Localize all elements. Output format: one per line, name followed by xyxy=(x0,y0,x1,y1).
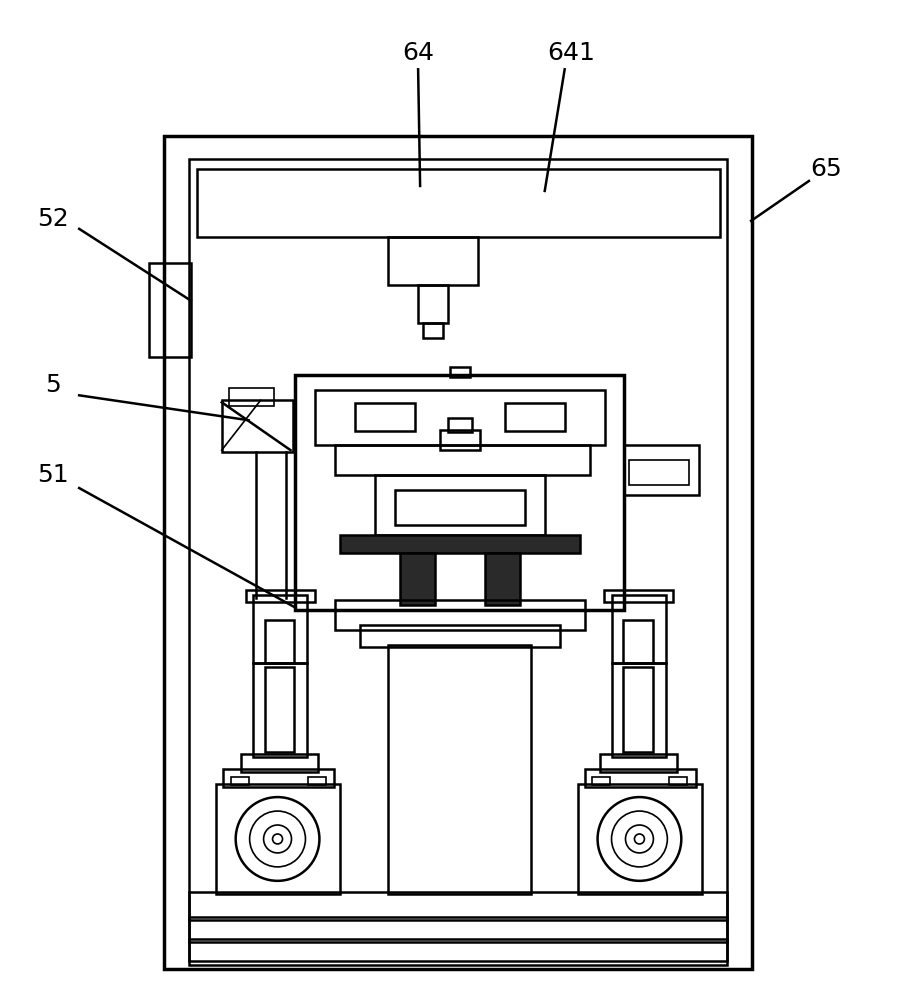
Bar xyxy=(505,403,565,431)
Bar xyxy=(585,769,696,787)
Bar xyxy=(485,553,520,605)
Bar xyxy=(245,590,316,602)
Bar xyxy=(625,445,699,495)
Bar xyxy=(630,460,689,485)
Bar xyxy=(229,388,274,406)
Bar xyxy=(253,595,307,663)
Bar xyxy=(308,777,327,785)
Bar xyxy=(592,777,609,785)
Bar xyxy=(375,475,544,535)
Bar xyxy=(623,667,653,752)
Bar xyxy=(423,323,443,338)
Bar xyxy=(340,535,579,553)
Bar xyxy=(440,430,480,450)
Bar xyxy=(577,784,702,894)
Bar xyxy=(670,777,687,785)
Text: 51: 51 xyxy=(38,463,69,487)
Bar xyxy=(221,400,294,452)
Bar xyxy=(253,663,307,757)
Bar xyxy=(623,620,653,663)
Bar xyxy=(188,917,727,942)
Text: 5: 5 xyxy=(46,373,61,397)
Bar xyxy=(241,754,318,772)
Bar xyxy=(599,754,677,772)
Bar xyxy=(448,418,472,432)
Bar xyxy=(188,939,727,961)
Text: 641: 641 xyxy=(548,41,596,65)
Text: 64: 64 xyxy=(402,41,434,65)
Bar xyxy=(418,285,448,323)
Bar xyxy=(188,159,727,965)
Bar xyxy=(611,595,666,663)
Bar xyxy=(400,553,435,605)
Bar xyxy=(336,445,589,475)
Text: 52: 52 xyxy=(38,207,70,231)
Bar xyxy=(395,490,525,525)
Bar xyxy=(450,367,470,377)
Bar xyxy=(149,263,191,357)
Bar xyxy=(264,667,295,752)
Bar xyxy=(611,663,666,757)
Bar xyxy=(231,777,249,785)
Bar xyxy=(296,375,625,610)
Bar xyxy=(388,645,531,894)
Text: 65: 65 xyxy=(810,157,842,181)
Bar xyxy=(222,769,334,787)
Bar xyxy=(197,169,720,237)
Bar xyxy=(264,620,295,663)
Bar xyxy=(604,590,673,602)
Bar xyxy=(164,136,752,969)
Bar xyxy=(388,237,478,285)
Bar xyxy=(355,403,415,431)
Bar xyxy=(188,892,727,920)
Bar xyxy=(361,625,560,647)
Bar xyxy=(336,600,585,630)
Bar xyxy=(316,390,605,445)
Bar xyxy=(216,784,340,894)
